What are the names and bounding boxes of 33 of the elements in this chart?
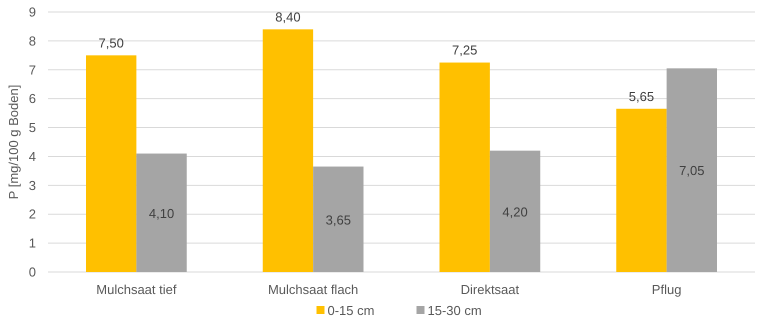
y-axis-title: P [mg/100 g Boden] <box>6 84 21 200</box>
bar <box>490 150 540 272</box>
y-tick-label: 9 <box>28 4 36 20</box>
bar <box>86 55 136 272</box>
data-label: 8,40 <box>275 9 301 24</box>
y-tick-label: 2 <box>28 206 36 222</box>
legend-label: 15-30 cm <box>428 303 482 318</box>
y-tick-label: 0 <box>28 264 36 280</box>
bar <box>313 166 364 272</box>
y-tick-label: 6 <box>28 91 36 106</box>
bar <box>666 68 717 272</box>
y-tick-label: 1 <box>28 236 36 251</box>
data-label: 7,25 <box>452 42 478 58</box>
bar <box>616 108 667 272</box>
y-tick-label: 7 <box>28 62 36 78</box>
y-tick-label: 3 <box>28 178 36 193</box>
y-tick-label: 4 <box>28 148 36 164</box>
x-tick-label: Mulchsaat flach <box>268 282 358 297</box>
legend-label: 0-15 cm <box>328 303 374 318</box>
bar <box>136 154 187 272</box>
y-tick-label: 5 <box>28 120 36 136</box>
y-tick-label: 8 <box>28 33 36 48</box>
data-label: 4,10 <box>148 206 174 221</box>
data-label: 5,65 <box>628 88 654 104</box>
data-label: 7,50 <box>98 35 124 50</box>
x-tick-label: Pflug <box>652 282 682 297</box>
x-tick-label: Direktsaat <box>460 282 520 297</box>
data-label: 3,65 <box>326 212 351 228</box>
bar <box>440 62 490 272</box>
data-label: 7,05 <box>679 163 704 178</box>
data-label: 4,20 <box>502 204 528 220</box>
x-tick-label: Mulchsaat tief <box>96 282 177 297</box>
bar <box>262 29 314 272</box>
